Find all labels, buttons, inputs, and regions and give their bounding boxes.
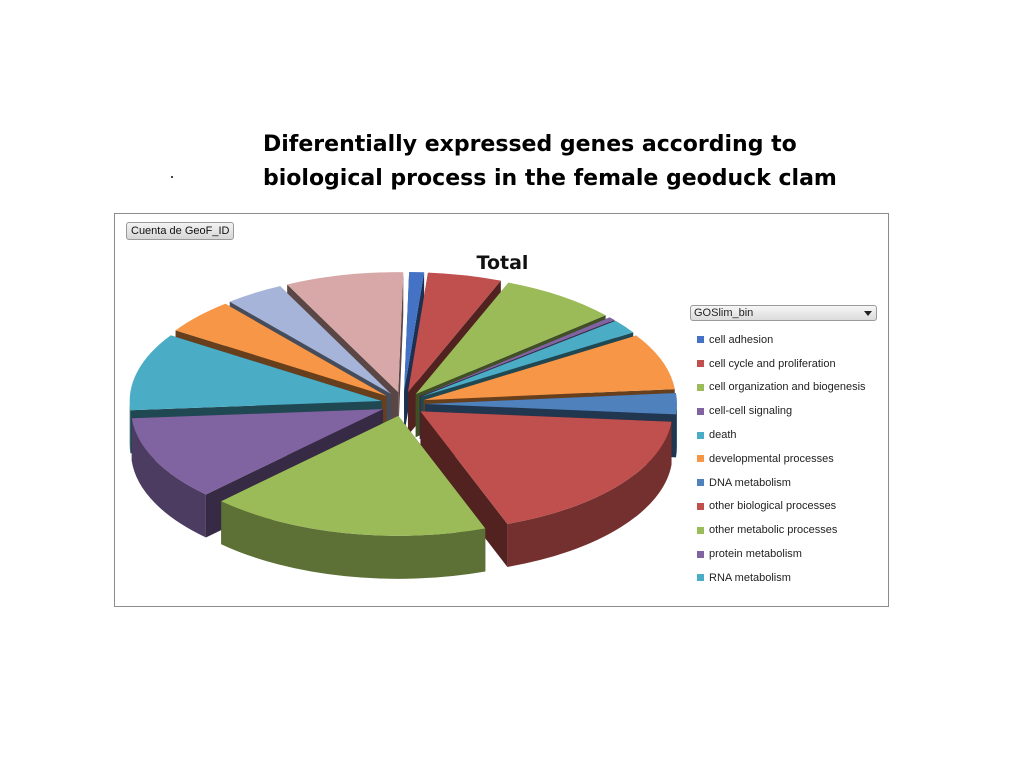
legend-item: other biological processes <box>690 495 890 519</box>
pie-slice-top <box>423 335 675 401</box>
legend-item: RNA metabolism <box>690 566 890 590</box>
legend-label: cell-cell signaling <box>709 405 793 418</box>
pivot-field-button[interactable]: Cuenta de GeoF_ID <box>126 222 235 240</box>
pie-slice-top <box>407 272 501 393</box>
pie-slice-side <box>676 403 677 458</box>
pie-slice-side <box>507 421 672 567</box>
legend-field-dropdown[interactable]: GOSlim_bin <box>690 305 877 321</box>
legend-swatch <box>697 455 704 463</box>
legend-list: cell adhesion cell cycle and proliferatio… <box>690 328 890 590</box>
legend-swatch <box>697 526 704 534</box>
stray-dot <box>171 176 173 178</box>
pie-slice-top <box>129 335 382 411</box>
legend-swatch <box>697 574 704 582</box>
legend-label: cell cycle and proliferation <box>709 357 836 370</box>
legend-swatch <box>697 407 704 415</box>
pie-slice-top <box>424 392 677 415</box>
legend-label: death <box>709 429 737 442</box>
pie-slice-top <box>420 320 634 397</box>
legend-swatch <box>697 431 704 439</box>
slide-title-line-2: biological process in the female geoduck… <box>263 166 837 191</box>
slide-title: Diferentially expressed genes according … <box>263 128 903 196</box>
pie-slice-top <box>420 411 672 524</box>
pie-slice-side <box>129 400 131 454</box>
chart-title: Total <box>476 252 529 274</box>
legend-swatch <box>697 336 704 344</box>
legend-label: cell adhesion <box>709 333 774 346</box>
legend-swatch <box>697 383 704 391</box>
legend-item: other metabolic processes <box>690 518 890 542</box>
legend-label: protein metabolism <box>709 548 802 561</box>
legend-swatch <box>697 502 704 510</box>
pie-slice-top <box>229 286 392 394</box>
legend-item: cell-cell signaling <box>690 399 890 423</box>
pie-slice <box>221 415 486 579</box>
legend-field-label: GOSlim_bin <box>694 307 754 319</box>
chart-frame[interactable]: Cuenta de GeoF_ID Total GOSlim_bin cell … <box>114 213 889 607</box>
legend-item: cell cycle and proliferation <box>690 352 890 376</box>
legend-swatch <box>697 479 704 487</box>
legend-item: developmental processes <box>690 447 890 471</box>
legend-label: RNA metabolism <box>709 571 791 584</box>
legend-swatch <box>697 360 704 368</box>
legend-label: other metabolic processes <box>709 524 838 537</box>
pie-chart <box>129 271 677 579</box>
pie-slice-top <box>175 303 387 396</box>
legend: GOSlim_bin cell adhesion cell cycle and p… <box>690 305 890 590</box>
pie-slice-top <box>221 415 486 536</box>
slide-title-line-1: Diferentially expressed genes according … <box>263 132 797 157</box>
legend-item: death <box>690 423 890 447</box>
pie-slice-side <box>221 501 486 579</box>
pie-slice-top <box>415 282 606 395</box>
chevron-down-icon[interactable] <box>864 311 872 316</box>
legend-label: DNA metabolism <box>709 476 791 489</box>
legend-label: cell organization and biogenesis <box>709 381 866 394</box>
legend-item: protein metabolism <box>690 542 890 566</box>
pie-slice-top <box>287 272 404 393</box>
pie-slice-wall <box>398 272 404 436</box>
legend-item: cell organization and biogenesis <box>690 376 890 400</box>
pie-slice-wall <box>420 411 508 567</box>
pie-slice-side <box>131 418 206 538</box>
pie-slice-top <box>419 317 615 397</box>
legend-label: developmental processes <box>709 452 834 465</box>
pie-slice-top <box>131 409 384 495</box>
legend-label: other biological processes <box>709 500 837 513</box>
pie-slice <box>420 411 672 567</box>
legend-item: cell adhesion <box>690 328 890 352</box>
legend-item: DNA metabolism <box>690 471 890 495</box>
pie-slice-top <box>404 271 425 392</box>
legend-swatch <box>697 550 704 558</box>
